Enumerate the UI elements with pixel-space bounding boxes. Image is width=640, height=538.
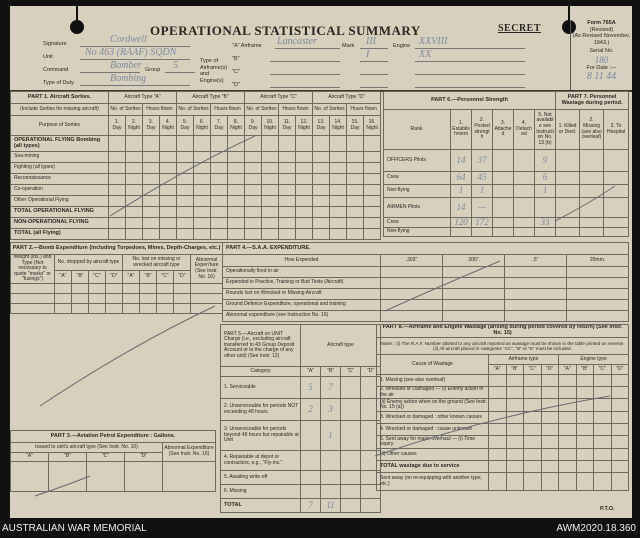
- wastage-cell[interactable]: [610, 385, 630, 400]
- field-label: Command: [43, 67, 69, 73]
- field-line: No 463 (RAAF) SQDN: [80, 47, 190, 60]
- category-row-label: 3. Unserviceable for periods beyond 48 h…: [220, 420, 301, 451]
- airframe-type-field: [270, 53, 340, 62]
- part3-aviation-petrol: PART 3.—Aviation Petrol Expenditure : Ga…: [9, 430, 217, 492]
- engine-field: [415, 66, 525, 75]
- serial-label: Serial No.: [589, 48, 614, 54]
- part2-bomb-expenditure: PART 2.—Bomb Expenditure (including Torp…: [9, 242, 224, 314]
- column-header: 5. Not available see Instruction No. 13 …: [533, 109, 557, 150]
- column-header: 3. To Hospital: [603, 109, 630, 150]
- weight-header: Weight (lbs.) and Type (Not necessary to…: [10, 254, 55, 284]
- mark-value: III: [366, 36, 376, 47]
- wastage-cell[interactable]: [603, 227, 630, 237]
- airframe-type-field: [270, 66, 340, 75]
- engine-label: Engine: [393, 43, 411, 49]
- airframe-type-field: [270, 79, 340, 88]
- column-header: 16. Night: [363, 115, 382, 136]
- punch-hole: [562, 6, 576, 34]
- aircraft-type-header: Aircraft type: [300, 324, 381, 367]
- mark-label: Mark: [342, 43, 355, 49]
- part6-personnel-strength: PART 6.—Personnel Strength PART 7. Person…: [382, 91, 630, 237]
- group-value: 5: [173, 60, 178, 71]
- saa-cell[interactable]: [565, 310, 630, 322]
- form-sheet: OPERATIONAL STATISTICAL SUMMARY SECRET F…: [9, 6, 632, 518]
- pen-strokes: [34, 135, 616, 497]
- sorties-cell[interactable]: [294, 228, 314, 240]
- column-header: 4. Detached: [513, 109, 535, 150]
- saa-row-label: Abnormal expenditure (see Instruction No…: [222, 310, 381, 322]
- field-value: Cordwell: [110, 34, 147, 45]
- sorties-cell[interactable]: [363, 228, 382, 240]
- mark-field: [360, 66, 388, 75]
- mark-field: I: [360, 49, 388, 62]
- airframe-key: "A" Airframe: [232, 43, 262, 49]
- petrol-cell[interactable]: [48, 461, 87, 492]
- pto-label: P.T.O.: [600, 506, 615, 512]
- wastage-row-label: 2. Wrecked or Damaged — (i) Enemy action…: [376, 385, 489, 400]
- aircraft-count[interactable]: 11: [320, 498, 341, 513]
- field-label: Unit: [43, 54, 53, 60]
- form-info: Form 765A (Revised) (As Revised November…: [570, 20, 632, 90]
- petrol-cell[interactable]: [161, 461, 217, 492]
- form-number: Form 765A: [587, 20, 616, 26]
- engine-field: [415, 79, 525, 88]
- mark-field: [360, 79, 388, 88]
- field-label: Signature: [43, 41, 67, 47]
- field-line: Bomber: [80, 60, 142, 73]
- abnormal-header: Abnormal Expen'ture (See Instr. No. 16): [189, 254, 224, 284]
- group-field: 5: [165, 60, 195, 73]
- field-value: No 463 (RAAF) SQDN: [85, 47, 177, 58]
- field-line: Bombing: [80, 73, 190, 86]
- airframe-type-value: Lancaster: [277, 36, 317, 47]
- field-label: Type of Duty: [43, 80, 74, 86]
- field-line: Cordwell: [80, 34, 190, 47]
- group-label: Group: [145, 67, 161, 73]
- airframe-key: "D": [232, 82, 240, 88]
- part5-title: PART 5.—Aircraft on UNIT Charge (i.e., e…: [220, 324, 301, 367]
- engine-field: XXVIII: [415, 36, 525, 49]
- wastage-cell[interactable]: [610, 472, 630, 492]
- field-value: Bomber: [110, 60, 142, 71]
- engine-field: XX: [415, 49, 525, 62]
- strength-value[interactable]: [533, 227, 557, 237]
- airframe-key: "B": [232, 56, 240, 62]
- footer-accession: AWM2020.18.360: [556, 523, 636, 534]
- date-value: 8 11 44: [586, 71, 617, 83]
- date-label: For Date :—: [586, 64, 617, 71]
- petrol-cell[interactable]: [124, 461, 163, 492]
- secret-label: SECRET: [498, 23, 542, 34]
- form-title: OPERATIONAL STATISTICAL SUMMARY: [150, 23, 421, 38]
- part5-aircraft-on-charge: PART 5.—Aircraft on UNIT Charge (i.e., e…: [220, 324, 381, 513]
- column-header: 12. Night: [294, 115, 314, 136]
- footer: AUSTRALIAN WAR MEMORIAL AWM2020.18.360: [0, 522, 640, 538]
- footer-credit: AUSTRALIAN WAR MEMORIAL: [2, 523, 147, 534]
- mark-value: I: [366, 49, 370, 60]
- column-header: 1. Killed or Died.: [555, 109, 581, 150]
- punch-hole: [70, 6, 84, 34]
- wastage-row-label: Sent away (on re-equipping with another …: [376, 472, 489, 492]
- form-revision-date: (As Revised November, 1943.): [572, 33, 631, 46]
- serial-value: 180: [594, 54, 609, 65]
- petrol-cell[interactable]: [10, 461, 49, 492]
- part4-saa-expenditure: PART 4.—S.A.A. EXPENDITURE. How Expended.…: [221, 242, 630, 322]
- engine-value: XXVIII: [419, 36, 448, 47]
- airframe-type-field: Lancaster: [275, 36, 340, 49]
- airframe-key: "C": [232, 69, 240, 75]
- abnormal-header: Abnormal Expenditure (See Instr. No. 16): [161, 442, 217, 462]
- field-value: Bombing: [110, 73, 147, 84]
- engine-value: XX: [419, 49, 432, 60]
- mark-field: III: [360, 36, 388, 49]
- aircraft-count[interactable]: [360, 498, 381, 513]
- form-revised: (Revised): [589, 26, 614, 33]
- airframe-label: Type of Airframe(s) and Engine(s): [200, 58, 228, 84]
- part8-airframe-engine-wastage: PART 8.—Airframe and Engine Wastage (ari…: [375, 324, 630, 492]
